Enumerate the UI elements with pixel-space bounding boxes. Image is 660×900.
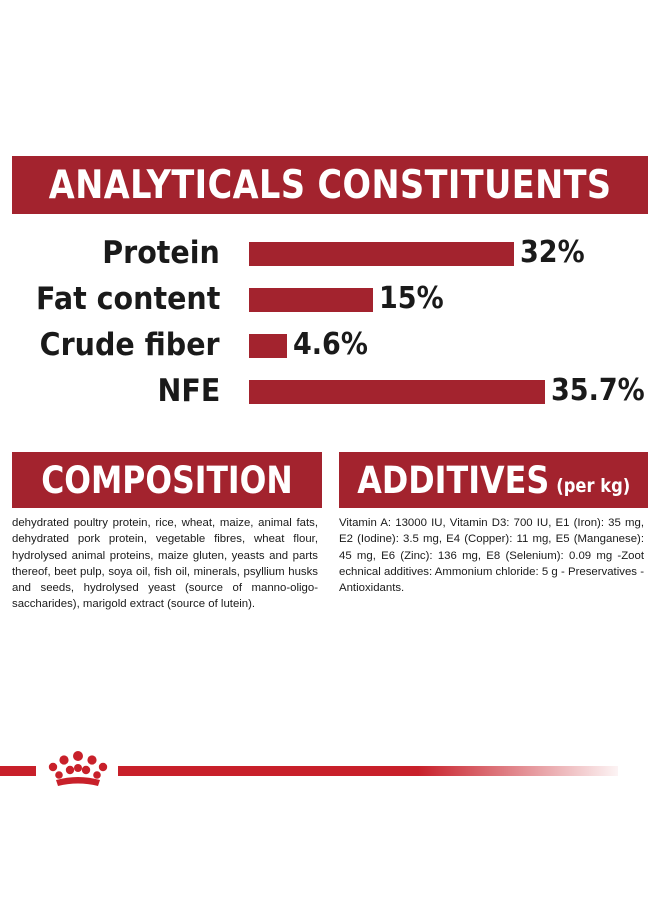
analytics-title: ANALYTICALS CONSTITUENTS	[48, 162, 612, 208]
analytics-bar	[249, 242, 514, 266]
additives-text: Vitamin A: 13000 IU, Vitamin D3: 700 IU,…	[339, 517, 644, 595]
analytics-list: Protein 32% Fat content 15% Crude fiber …	[0, 228, 660, 418]
analytics-value: 32%	[520, 235, 585, 270]
analytics-value: 15%	[379, 281, 444, 316]
analytics-row-nfe: NFE 35.7%	[0, 368, 660, 414]
composition-title: COMPOSITION	[41, 458, 293, 502]
analytics-bar	[249, 288, 373, 312]
additives-subtitle: (per kg)	[555, 475, 631, 497]
analytics-bar	[249, 334, 287, 358]
analytics-label: Protein	[102, 235, 220, 271]
footer-line-right	[118, 766, 618, 776]
analytics-value: 35.7%	[551, 373, 645, 408]
analytics-row-fat: Fat content 15%	[0, 276, 660, 322]
additives-title: ADDITIVES	[356, 458, 550, 502]
analytics-label: NFE	[157, 373, 220, 409]
additives-header: ADDITIVES (per kg)	[339, 452, 648, 508]
analytics-row-fiber: Crude fiber 4.6%	[0, 322, 660, 368]
footer-line-left	[0, 766, 36, 776]
analytics-row-protein: Protein 32%	[0, 230, 660, 276]
crown-logo-icon	[48, 751, 108, 786]
analytics-banner: ANALYTICALS CONSTITUENTS	[12, 156, 648, 214]
composition-text: dehydrated poultry protein, rice, wheat,…	[12, 517, 318, 611]
composition-header: COMPOSITION	[12, 452, 322, 508]
analytics-label: Fat content	[35, 281, 220, 317]
analytics-label: Crude fiber	[40, 327, 220, 363]
analytics-value: 4.6%	[293, 327, 368, 362]
analytics-bar	[249, 380, 545, 404]
